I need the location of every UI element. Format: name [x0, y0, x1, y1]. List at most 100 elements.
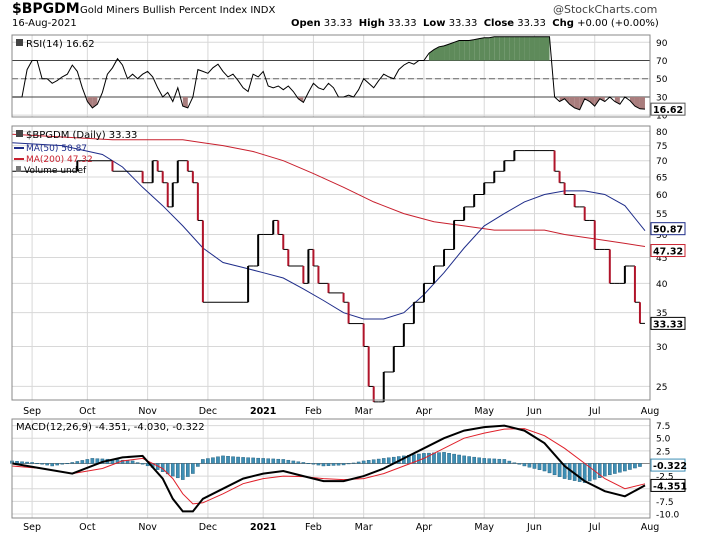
macd-hist-bar — [65, 463, 70, 465]
macd-hist-bar — [376, 458, 381, 464]
macd-hist-bar — [522, 463, 527, 467]
macd-hist-bar — [221, 455, 225, 464]
macd-hist-bar — [447, 453, 451, 464]
macd-hist-bar — [613, 463, 617, 474]
x-label-1: Oct — [79, 406, 96, 417]
macd-hist-bar — [623, 463, 627, 472]
ma200-last-value-box — [650, 244, 686, 258]
rsi-overbought-fill — [469, 39, 475, 61]
macd-hist-bar — [452, 453, 456, 464]
macd-hist-bar — [482, 458, 487, 464]
ma50-legend: MA(50) 50.87 — [26, 144, 87, 154]
macd-hist-bar — [487, 458, 492, 464]
macd-hist-bar — [537, 463, 542, 470]
x-label-9: Jun — [526, 406, 542, 417]
macd-hist-bar — [175, 463, 180, 479]
macd-hist-bar — [437, 452, 441, 464]
macd-hist-bar — [276, 458, 281, 464]
macd-hist-bar — [442, 452, 446, 464]
price-panel — [11, 125, 651, 401]
macd-legend: MACD(12,26,9) -4.351, -4.030, -0.322 — [16, 422, 205, 433]
macd-hist-bar — [311, 463, 316, 465]
macd-hist-bar — [75, 461, 80, 464]
x-label-7: Apr — [416, 406, 433, 417]
rsi-last-value: 16.62 — [653, 105, 683, 116]
macd-hist-bar — [527, 463, 532, 468]
macd-hist-bar — [296, 461, 301, 464]
macd-hist-bar — [236, 456, 240, 464]
ma200-line — [11, 133, 646, 247]
macd-hist-bar — [633, 463, 637, 469]
macd-hist-bar — [30, 462, 34, 464]
rsi-overbought-fill — [499, 36, 505, 61]
rsi-oversold-fill — [87, 96, 93, 108]
macd-hist-bar — [201, 459, 205, 464]
x-label-4: 2021 — [250, 406, 276, 417]
macd-hist-bar — [140, 463, 145, 465]
price-tick-45: 45 — [656, 254, 667, 264]
macd-tick--7.5: -7.5 — [656, 498, 674, 508]
rsi-oversold-fill — [589, 96, 595, 107]
x-label-bottom-5: Feb — [305, 522, 322, 533]
x-label-5: Feb — [305, 406, 322, 417]
index-name-text: Gold Miners Bullish Percent Index — [80, 5, 248, 16]
macd-hist-bar — [45, 463, 49, 466]
rsi-overbought-fill — [464, 40, 470, 61]
macd-last-value-box — [650, 478, 686, 492]
open-value: 33.33 — [323, 18, 353, 29]
rsi-last-value-box — [650, 102, 686, 116]
ma50-line — [11, 142, 646, 320]
macd-hist-bar — [577, 463, 582, 482]
macd-hist-bar — [196, 463, 200, 467]
macd-hist-bar — [336, 463, 341, 466]
macd-hist-bar — [115, 459, 120, 464]
rsi-overbought-fill — [484, 37, 490, 61]
macd-hist-bar — [206, 458, 210, 464]
price-tick-30: 30 — [656, 343, 668, 353]
macd-hist-bar — [191, 463, 195, 474]
macd-hist-bar — [301, 462, 306, 464]
macd-hist-bar — [638, 463, 642, 467]
macd-hist-bar — [346, 463, 351, 465]
rsi-overbought-fill — [529, 36, 535, 61]
rsi-oversold-fill — [639, 96, 645, 110]
macd-hist-bar — [231, 456, 235, 464]
rsi-overbought-fill — [494, 36, 500, 61]
open-label: Open — [291, 18, 321, 29]
macd-hist-bar — [90, 458, 95, 464]
volume-legend-swatch — [16, 166, 21, 172]
x-label-bottom-11: Aug — [641, 522, 660, 533]
macd-hist-bar — [246, 457, 250, 464]
macd-hist-bar — [135, 462, 140, 464]
watermark-logo: @StockCharts.com — [553, 3, 658, 16]
macd-hist-bar — [241, 457, 245, 464]
macd-hist-bar — [266, 458, 271, 464]
price-tick-55: 55 — [656, 210, 667, 220]
macd-hist-bar — [186, 463, 190, 477]
rsi-overbought-fill — [489, 36, 495, 61]
symbol-title: $BPGDM — [12, 1, 80, 17]
macd-hist-bar — [472, 456, 476, 464]
x-label-3: Dec — [199, 406, 217, 417]
rsi-overbought-fill — [519, 36, 525, 61]
macd-hist-bar — [427, 452, 431, 464]
price-legend-swatch — [16, 130, 23, 137]
x-label-6: Mar — [355, 406, 373, 417]
price-tick-40: 40 — [656, 280, 668, 290]
rsi-tick-70: 70 — [656, 57, 668, 67]
macd-hist-bar — [557, 463, 562, 477]
index-name: Gold Miners Bullish Percent Index INDX — [80, 5, 275, 16]
macd-hist-bar — [170, 463, 175, 477]
rsi-oversold-fill — [182, 96, 188, 108]
macd-tick-2.5: 2.5 — [656, 447, 670, 457]
macd-line — [11, 424, 646, 513]
rsi-oversold-fill — [614, 96, 620, 105]
macd-hist-bar — [216, 456, 220, 464]
close-label: Close — [483, 18, 515, 29]
macd-hist-bar — [271, 458, 276, 464]
price-tick-50: 50 — [656, 231, 668, 241]
rsi-overbought-fill — [539, 36, 545, 61]
macd-hist-bar — [20, 461, 24, 464]
price-tick-75: 75 — [656, 142, 667, 152]
ma50-last-value: 50.87 — [653, 225, 683, 236]
